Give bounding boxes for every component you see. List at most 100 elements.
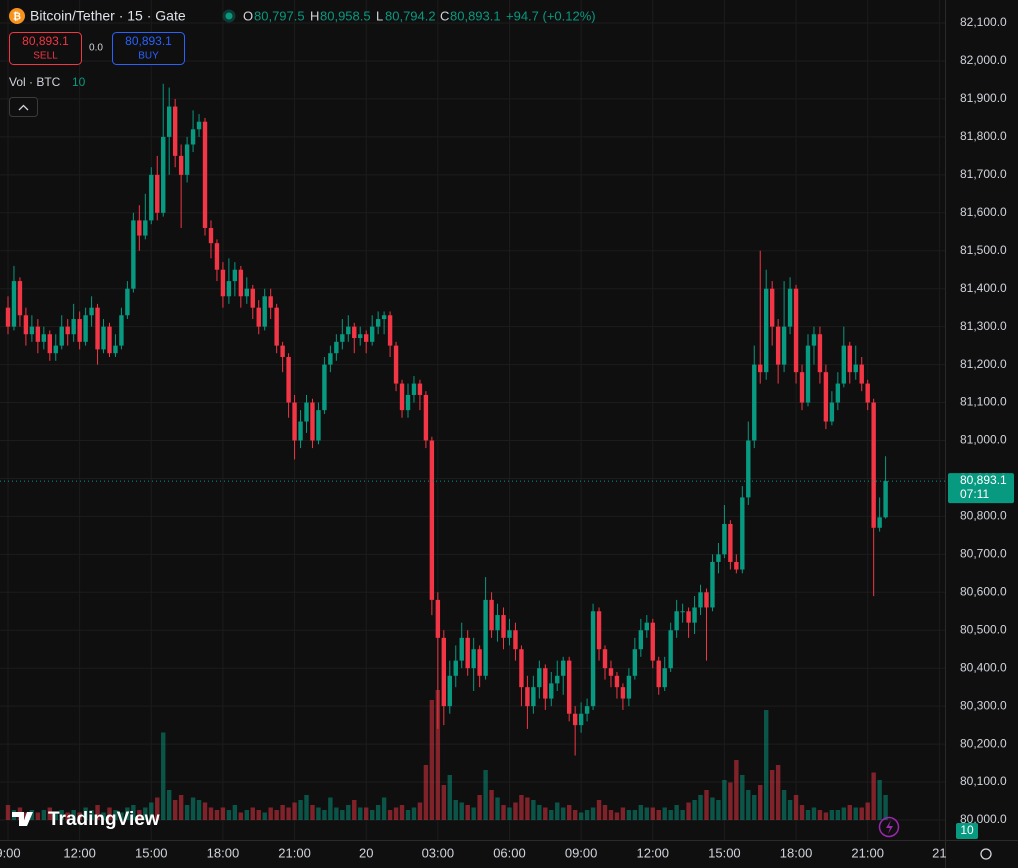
y-tick-label: 81,700.0 <box>960 167 1007 181</box>
buy-button[interactable] <box>112 32 185 65</box>
volume-bar <box>280 805 285 820</box>
candle-body <box>781 326 787 365</box>
volume-bar <box>441 785 447 820</box>
candle-body <box>841 345 847 384</box>
candle-body <box>17 281 23 316</box>
candle-body <box>471 649 476 669</box>
candle-body <box>101 326 106 350</box>
candle-body <box>238 269 244 297</box>
volume-bar <box>495 797 500 820</box>
candle-body <box>632 649 638 676</box>
volume-bar <box>758 785 763 820</box>
candle-body <box>41 334 47 342</box>
sell-label: SELL <box>33 51 58 62</box>
price-tag-countdown: 07:11 <box>960 487 989 501</box>
candle-body <box>847 345 852 373</box>
candle-body <box>232 269 238 282</box>
candle-body <box>149 174 154 221</box>
volume-bar <box>435 690 441 820</box>
volume-bar <box>59 810 64 820</box>
price-tag <box>948 473 1014 504</box>
x-tick-label: 21:00 <box>278 845 311 860</box>
volume-bar <box>5 805 11 820</box>
candle-body <box>859 364 864 384</box>
candle-body <box>758 364 763 373</box>
candle-body <box>381 315 387 320</box>
candle-body <box>280 345 285 358</box>
candle-body <box>113 345 118 354</box>
x-tick-label: 18:00 <box>780 845 813 860</box>
volume-bar <box>166 790 172 820</box>
settings-icon[interactable] <box>980 848 992 860</box>
volume-bar <box>561 807 566 820</box>
candle-body <box>143 220 148 236</box>
sell-button[interactable] <box>9 32 82 65</box>
grid <box>0 0 945 840</box>
candle-body <box>871 402 876 528</box>
candle-body <box>704 592 709 608</box>
ohlc-c-label: C <box>440 8 449 23</box>
candle-body <box>495 615 500 631</box>
ohlc-high: 80,958.5 <box>320 8 371 23</box>
volume-bar <box>346 805 351 820</box>
volume-bar <box>220 807 226 820</box>
symbol-title[interactable]: Bitcoin/Tether · 15 · Gate <box>30 8 186 24</box>
x-tick-label: 09:00 <box>565 845 598 860</box>
volume-bar <box>722 780 727 820</box>
volume-bar <box>393 807 399 820</box>
volume-bar <box>107 807 112 820</box>
candle-layer <box>0 83 945 756</box>
candle-body <box>387 315 393 346</box>
candle-body <box>441 637 447 707</box>
volume-bar <box>268 807 273 820</box>
candle-body <box>184 144 190 175</box>
volume-bar <box>859 807 864 820</box>
alert-icon[interactable] <box>878 816 900 838</box>
volume-bar <box>584 810 590 820</box>
volume-bar <box>507 807 512 820</box>
volume-bar <box>178 795 184 820</box>
volume-bar <box>746 790 751 820</box>
volume-bar <box>83 807 88 820</box>
volume-bar <box>763 710 769 820</box>
volume-bar <box>256 810 261 820</box>
y-tick-label: 80,700.0 <box>960 547 1007 561</box>
volume-bar <box>596 800 602 820</box>
candle-body <box>620 687 626 699</box>
volume-bar <box>716 800 721 820</box>
volume-bar <box>429 700 435 820</box>
volume-bar <box>793 795 799 820</box>
volume-bar <box>823 812 829 820</box>
candle-body <box>340 334 345 342</box>
collapse-button[interactable] <box>9 97 38 117</box>
candle-body <box>256 307 261 327</box>
volume-bar <box>340 810 345 820</box>
volume-bar <box>172 800 178 820</box>
volume-bar <box>704 790 709 820</box>
market-status[interactable] <box>222 9 236 23</box>
candle-body <box>131 220 136 289</box>
candle-body <box>334 341 339 354</box>
candle-body <box>668 630 673 669</box>
candle-body <box>674 611 679 631</box>
y-tick-label: 81,400.0 <box>960 281 1007 295</box>
candle-body <box>638 630 644 650</box>
candle-body <box>375 319 381 327</box>
candle-body <box>650 622 655 661</box>
y-tick-label: 80,000.0 <box>960 812 1007 826</box>
volume-bar <box>334 807 339 820</box>
volume-bar <box>125 807 130 820</box>
candle-body <box>835 383 841 403</box>
volume-bar <box>477 795 482 820</box>
candle-body <box>811 334 817 346</box>
volume-bar <box>805 810 811 820</box>
candle-body <box>119 315 124 346</box>
candle-body <box>686 611 691 623</box>
candle-body <box>274 307 279 346</box>
candle-body <box>763 288 769 373</box>
candle-body <box>483 599 488 676</box>
volume-bar <box>578 812 584 820</box>
volume-bar <box>143 807 148 820</box>
volume-bar <box>513 802 518 820</box>
